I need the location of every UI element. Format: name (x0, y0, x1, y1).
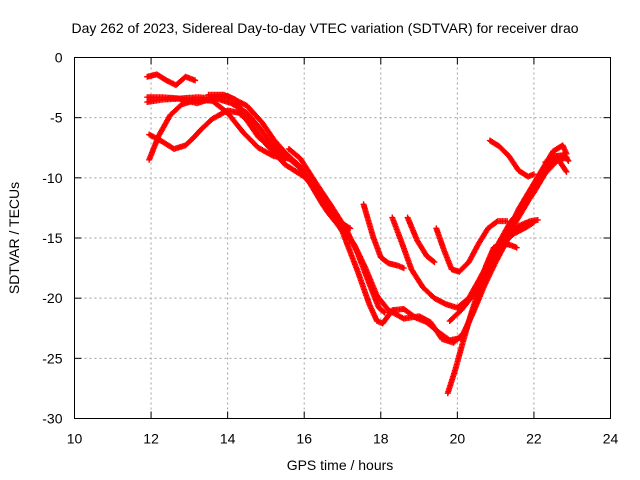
x-tick-label: 18 (373, 431, 389, 447)
data-point (534, 216, 541, 223)
x-tick-label: 14 (220, 431, 236, 447)
axis-ticks (74, 57, 611, 419)
series-arc-6 (205, 91, 289, 162)
x-axis-label: GPS time / hours (287, 457, 394, 473)
y-tick-label: -30 (42, 411, 62, 427)
data-point (282, 155, 289, 162)
data-point (529, 220, 536, 227)
data-points (144, 71, 572, 397)
data-point (493, 219, 500, 226)
y-tick-label: -5 (50, 110, 63, 126)
x-tick-label: 24 (603, 431, 619, 447)
series-arc-15 (486, 137, 537, 180)
data-point (564, 156, 571, 163)
series-arc-8 (360, 201, 407, 272)
data-point (280, 154, 287, 161)
y-tick-label: -25 (42, 350, 62, 366)
x-tick-label: 12 (143, 431, 159, 447)
data-point (530, 171, 537, 178)
series-arc-7 (285, 145, 388, 316)
series-arc-5 (144, 71, 199, 89)
y-tick-label: -10 (42, 170, 62, 186)
x-tick-label: 16 (296, 431, 312, 447)
grid-lines (74, 57, 611, 419)
data-point (504, 218, 511, 225)
y-tick-label: 0 (55, 50, 63, 66)
x-tick-labels: 10 12 14 16 18 20 22 24 (67, 431, 619, 447)
data-point (400, 265, 407, 272)
data-point (381, 309, 388, 316)
data-point (563, 168, 570, 175)
y-tick-label: -15 (42, 230, 62, 246)
data-point (380, 308, 387, 315)
y-axis-label: SDTVAR / TECUs (6, 182, 22, 294)
data-point (565, 157, 572, 164)
y-tick-label: -20 (42, 290, 62, 306)
series-arc-10 (404, 214, 438, 266)
series-arc-16 (542, 151, 572, 166)
x-tick-label: 22 (526, 431, 542, 447)
data-point (513, 244, 520, 251)
x-tick-label: 10 (67, 431, 83, 447)
series-arc-14 (465, 154, 570, 326)
series-arc-11 (433, 218, 511, 275)
data-point (530, 219, 537, 226)
y-tick-labels: 0 -5 -10 -15 -20 -25 -30 (42, 50, 62, 427)
data-point (430, 258, 437, 265)
x-tick-label: 20 (450, 431, 466, 447)
chart-title: Day 262 of 2023, Sidereal Day-to-day VTE… (71, 20, 578, 36)
data-point (192, 77, 199, 84)
data-point (431, 259, 438, 266)
